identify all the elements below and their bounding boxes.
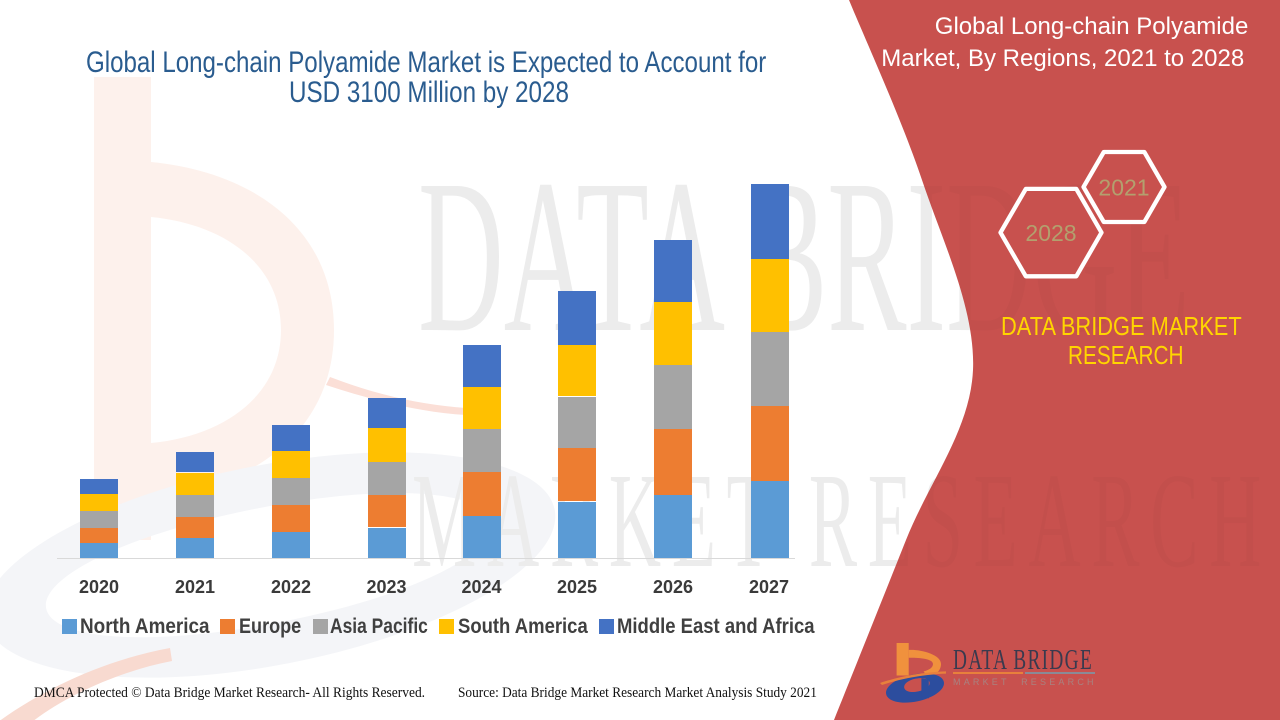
svg-text:2028: 2028 <box>1025 220 1076 246</box>
svg-text:2021: 2021 <box>1098 174 1149 200</box>
